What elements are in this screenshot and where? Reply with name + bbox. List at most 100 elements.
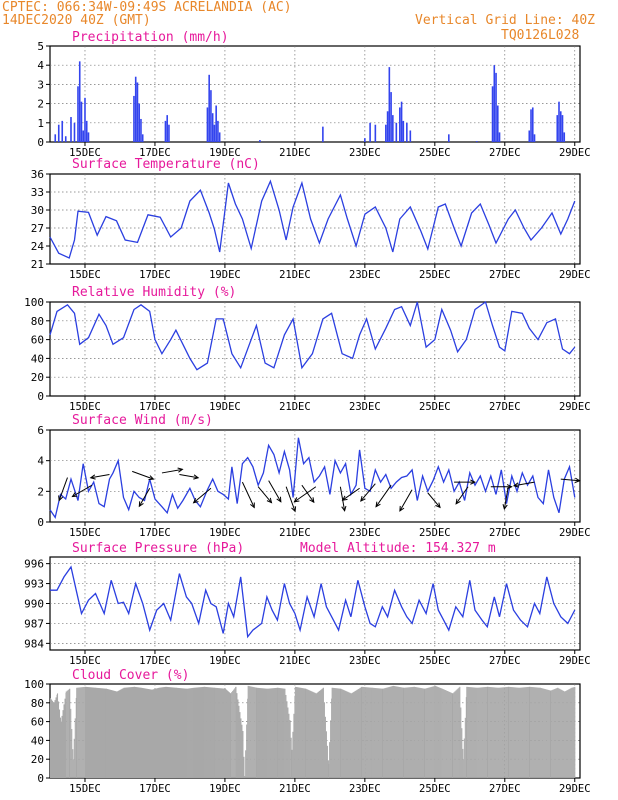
cloud-bar — [501, 687, 503, 778]
y-tick-label: 60 — [31, 716, 44, 729]
cloud-bar — [438, 687, 440, 778]
cloud-bar — [87, 687, 90, 778]
cloud-bar — [310, 690, 312, 778]
cloud-bar — [164, 686, 166, 778]
cloud-bar — [509, 686, 511, 778]
cloud-bar — [334, 688, 336, 778]
y-tick-label: 0 — [37, 516, 44, 529]
cloud-bar — [488, 686, 490, 778]
wind-arrow — [257, 486, 273, 504]
cloud-bar — [283, 688, 285, 778]
cloud-bar — [454, 691, 456, 778]
cloud-bar — [92, 687, 95, 778]
cloud-bar — [204, 686, 206, 778]
cloud-bar — [155, 688, 157, 778]
cloud-bar — [351, 692, 353, 778]
cloud-bar — [406, 687, 408, 778]
cloud-bar — [422, 688, 424, 778]
x-tick-label: 15DEC — [69, 269, 101, 281]
cloud-bar — [332, 687, 334, 778]
cloud-bar — [379, 688, 381, 778]
cloud-bar — [342, 689, 344, 778]
cloud-bar — [338, 688, 340, 778]
x-tick-label: 29DEC — [559, 783, 591, 795]
precip-bar — [208, 74, 210, 142]
cloud-bar — [80, 687, 82, 778]
cloud-bar — [530, 686, 532, 778]
cloud-bar — [165, 686, 167, 778]
wind-arrow-head — [502, 504, 508, 511]
y-tick-label: 993 — [24, 578, 44, 591]
wind-arrow — [360, 483, 376, 502]
cloud-bar — [365, 687, 367, 778]
wind-arrow-head — [309, 497, 315, 504]
x-tick-label: 29DEC — [559, 269, 591, 281]
x-tick-label: 29DEC — [559, 147, 591, 159]
cloud-bar — [333, 687, 335, 778]
cloud-bar — [306, 689, 308, 778]
precip-bar — [561, 115, 564, 142]
cloud-bar — [157, 688, 159, 778]
cloud-bar — [244, 776, 246, 778]
cloud-bar — [279, 688, 281, 778]
cloud-bar — [542, 688, 544, 778]
wind-arrow-shaft — [339, 486, 346, 511]
cloud-bar — [395, 686, 397, 778]
cloud-bar — [475, 687, 477, 778]
cloud-bar — [117, 690, 119, 778]
cloud-bar — [534, 687, 536, 778]
cloud-bar — [206, 687, 208, 778]
cloud-bar — [307, 689, 309, 778]
y-tick-label: 100 — [24, 678, 44, 691]
cloud-bar — [145, 688, 148, 778]
cloud-bar — [463, 738, 465, 778]
cloud-bar — [550, 690, 552, 778]
cloud-bar — [499, 687, 501, 778]
cloud-bar — [428, 687, 430, 778]
cloud-bar — [398, 686, 400, 778]
cloud-bar — [400, 687, 402, 778]
cloud-bar — [546, 689, 548, 778]
wind-arrow-shaft — [58, 477, 68, 501]
y-tick-label: 0 — [37, 390, 44, 403]
cloud-bar — [57, 701, 60, 778]
x-tick-label: 23DEC — [349, 655, 381, 667]
cloud-bar — [124, 687, 126, 778]
wind-arrow — [132, 470, 155, 481]
x-tick-label: 25DEC — [419, 655, 451, 667]
cloud-bar — [409, 687, 411, 778]
cloud-bar — [563, 690, 565, 778]
y-tick-label: 80 — [31, 315, 44, 328]
wind-arrow-head — [293, 497, 300, 503]
cloud-bar — [174, 687, 176, 778]
cloud-bar — [408, 687, 410, 778]
cloud-bar — [419, 687, 421, 778]
x-tick-label: 15DEC — [69, 783, 101, 795]
cloud-bar — [375, 688, 377, 778]
cloud-bar — [216, 687, 218, 778]
y-tick-label: 3 — [37, 78, 44, 91]
cloud-bar — [225, 689, 227, 778]
cloud-bar — [560, 689, 562, 778]
x-tick-label: 15DEC — [69, 655, 101, 667]
x-tick-label: 27DEC — [489, 783, 521, 795]
cloud-bar — [177, 687, 179, 778]
cloud-bar — [281, 688, 283, 778]
panel-title-precipitation: Precipitation (mm/h) — [72, 30, 229, 45]
wind-arrow-shaft — [90, 473, 110, 479]
cloud-bar — [370, 687, 372, 778]
cloud-bar — [234, 688, 236, 778]
cloud-bar — [414, 686, 416, 778]
cloud-bar — [65, 691, 67, 778]
y-tick-label: 21 — [31, 258, 44, 271]
cloud-bar — [297, 687, 299, 778]
cloud-bar — [176, 687, 178, 778]
cloud-bar — [141, 687, 144, 778]
cloud-bar — [238, 705, 240, 778]
cloud-bar — [140, 687, 143, 778]
cloud-bar — [245, 750, 247, 778]
cloud-bar — [168, 687, 170, 778]
cloud-bar — [192, 687, 194, 778]
cloud-bar — [529, 686, 531, 778]
wind-arrow-shaft — [132, 470, 154, 480]
